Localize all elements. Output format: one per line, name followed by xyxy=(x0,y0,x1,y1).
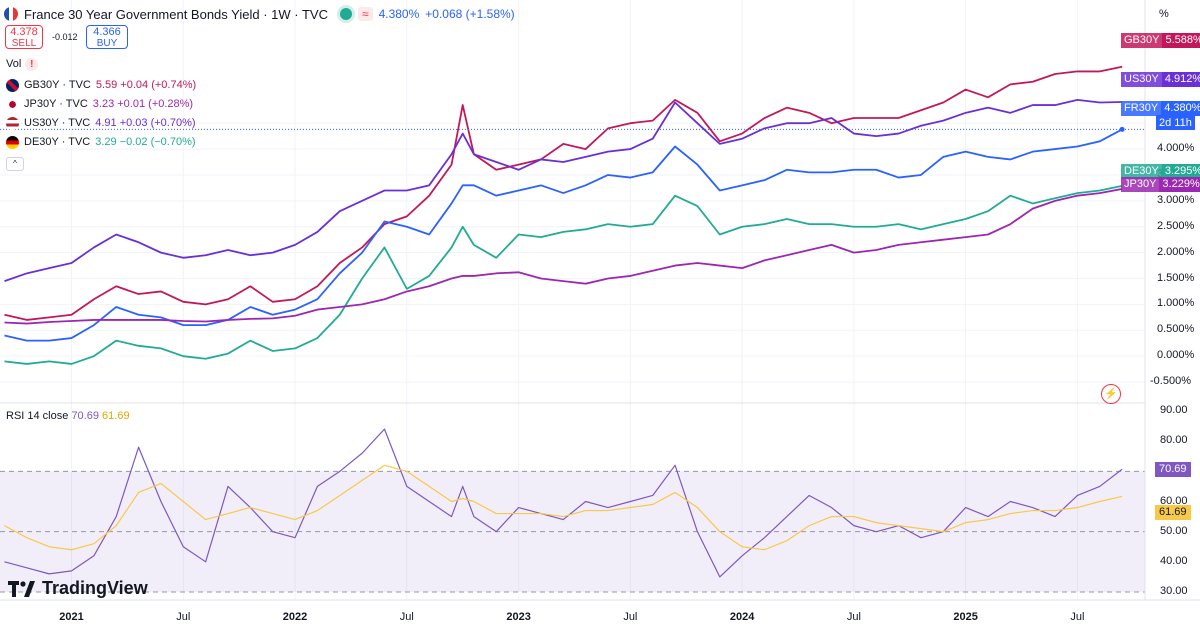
price-tick-label: 1.500% xyxy=(1157,271,1195,284)
buy-button[interactable]: 4.366 BUY xyxy=(86,25,128,49)
legend-row[interactable]: DE30Y · TVC 3.29 −0.02 (−0.70%) xyxy=(6,134,196,150)
end-tag-de30y: DE30Y 3.295% xyxy=(1121,164,1200,179)
germany-flag-icon xyxy=(6,135,19,149)
price-tick-label: 3.000% xyxy=(1157,193,1195,206)
price-tick-label: 0.000% xyxy=(1157,349,1195,362)
series-line-fr30y xyxy=(4,128,1123,342)
spread-value: -0.012 xyxy=(52,32,78,42)
price-tick-label: -0.500% xyxy=(1150,375,1191,388)
legend-value: 3.23 +0.01 (+0.28%) xyxy=(92,98,194,110)
legend-value: 4.91 +0.03 (+0.70%) xyxy=(95,117,196,129)
rsi-legend-value: 70.69 xyxy=(71,410,99,422)
end-tag-gb30y: GB30Y 5.588% xyxy=(1121,33,1200,48)
rsi-legend[interactable]: RSI 14 close 70.69 61.69 xyxy=(6,410,130,422)
collapse-legend-button[interactable]: ^ xyxy=(6,157,24,171)
lightning-icon[interactable]: ⚡ xyxy=(1101,384,1121,404)
brand-name: TradingView xyxy=(42,578,148,598)
rsi-tick-label: 80.00 xyxy=(1160,434,1188,447)
approx-icon: ≈ xyxy=(357,7,373,21)
end-tag-value: 4.380% xyxy=(1161,101,1200,116)
sell-button[interactable]: 4.378 SELL xyxy=(5,25,43,49)
series-line-gb30y xyxy=(4,65,1123,321)
rsi-tick-label: 50.00 xyxy=(1160,524,1188,537)
main-gridlines xyxy=(0,0,1145,600)
rsi-tick-label: 90.00 xyxy=(1160,404,1188,417)
rsi-ma-value-tag: 61.69 xyxy=(1155,505,1191,521)
tradingview-logo: TradingView xyxy=(8,578,148,599)
time-tick-label: Jul xyxy=(846,611,861,623)
chart-title: France 30 Year Government Bonds Yield · … xyxy=(24,6,328,22)
japan-flag-icon xyxy=(6,97,19,111)
time-tick-label: 2023 xyxy=(506,611,531,623)
rsi-guides xyxy=(0,470,1145,593)
volume-label: Vol xyxy=(6,58,22,70)
end-tag-value: 4.912% xyxy=(1161,72,1200,87)
time-tick-label: Jul xyxy=(623,611,638,623)
end-tag-value: 3.229% xyxy=(1159,177,1200,192)
end-tag-name: JP30Y xyxy=(1121,177,1160,192)
end-tag-jp30y: JP30Y 3.229% xyxy=(1121,177,1200,192)
series-line-de30y xyxy=(4,184,1123,365)
end-tag-name: FR30Y xyxy=(1121,101,1162,116)
legend-value: 5.59 +0.04 (+0.74%) xyxy=(95,79,197,91)
time-tick-label: Jul xyxy=(176,611,191,623)
end-tag-name: GB30Y xyxy=(1121,33,1163,48)
end-tag-value: 5.588% xyxy=(1162,33,1200,48)
legend-symbol: GB30Y · TVC xyxy=(24,79,91,91)
market-open-icon xyxy=(339,8,352,20)
last-price: 4.380% xyxy=(378,7,420,21)
time-tick-label: Jul xyxy=(1070,611,1085,623)
countdown-label: 2d 11h xyxy=(1156,115,1195,130)
time-tick-label: 2021 xyxy=(59,611,84,623)
france-flag-icon xyxy=(4,7,18,21)
legend-symbol: DE30Y · TVC xyxy=(24,136,91,148)
time-tick-label: 2024 xyxy=(729,611,755,623)
price-tick-label: 0.500% xyxy=(1157,323,1195,336)
end-tag-name: DE30Y xyxy=(1121,164,1162,179)
rsi-tick-label: 60.00 xyxy=(1160,494,1188,507)
sell-price: 4.378 xyxy=(10,26,38,38)
rsi-legend-ma-value: 61.69 xyxy=(102,410,130,422)
rsi-tick-label: 30.00 xyxy=(1160,584,1188,597)
main-series-lines xyxy=(4,65,1123,365)
price-tick-label: 4.000% xyxy=(1157,142,1195,155)
rsi-line-rsi xyxy=(4,428,1123,578)
us-flag-icon xyxy=(6,116,19,130)
price-axis-unit[interactable]: % xyxy=(1159,8,1169,20)
chart-header: France 30 Year Government Bonds Yield · … xyxy=(4,5,515,23)
series-line-jp30y xyxy=(4,188,1123,325)
fr-last-point xyxy=(1119,126,1125,132)
sell-label: SELL xyxy=(11,38,37,49)
tradingview-mark-icon xyxy=(8,580,35,597)
end-tag-us30y: US30Y 4.912% xyxy=(1121,72,1200,87)
price-tick-label: 1.000% xyxy=(1157,297,1195,310)
buy-label: BUY xyxy=(96,38,118,49)
legend-row[interactable]: GB30Y · TVC 5.59 +0.04 (+0.74%) xyxy=(6,77,196,93)
legend-row[interactable]: JP30Y · TVC 3.23 +0.01 (+0.28%) xyxy=(6,96,193,112)
uk-flag-icon xyxy=(6,78,19,92)
price-tick-label: 2.000% xyxy=(1157,245,1195,258)
price-change: +0.068 (+1.58%) xyxy=(425,7,515,21)
warning-icon[interactable]: ! xyxy=(25,58,39,71)
legend-symbol: US30Y · TVC xyxy=(24,117,91,129)
rsi-tick-label: 40.00 xyxy=(1160,554,1188,567)
rsi-line-rsi-based-ma xyxy=(4,464,1123,551)
legend-row[interactable]: US30Y · TVC 4.91 +0.03 (+0.70%) xyxy=(6,115,196,131)
legend-value: 3.29 −0.02 (−0.70%) xyxy=(95,136,196,148)
rsi-value-tag: 70.69 xyxy=(1155,462,1191,478)
legend-symbol: JP30Y · TVC xyxy=(24,98,88,110)
time-tick-label: Jul xyxy=(399,611,414,623)
buy-price: 4.366 xyxy=(93,26,121,38)
end-tag-value: 3.295% xyxy=(1161,164,1200,179)
rsi-title: RSI 14 close xyxy=(6,410,69,422)
series-line-us30y xyxy=(4,98,1123,282)
end-tag-name: US30Y xyxy=(1121,72,1162,87)
time-tick-label: 2025 xyxy=(953,611,978,623)
price-tick-label: 2.500% xyxy=(1157,219,1195,232)
rsi-lines xyxy=(4,428,1123,578)
end-tag-fr30y: FR30Y 4.380% xyxy=(1121,101,1200,116)
volume-indicator[interactable]: Vol! xyxy=(6,58,39,71)
time-tick-label: 2022 xyxy=(282,611,308,623)
